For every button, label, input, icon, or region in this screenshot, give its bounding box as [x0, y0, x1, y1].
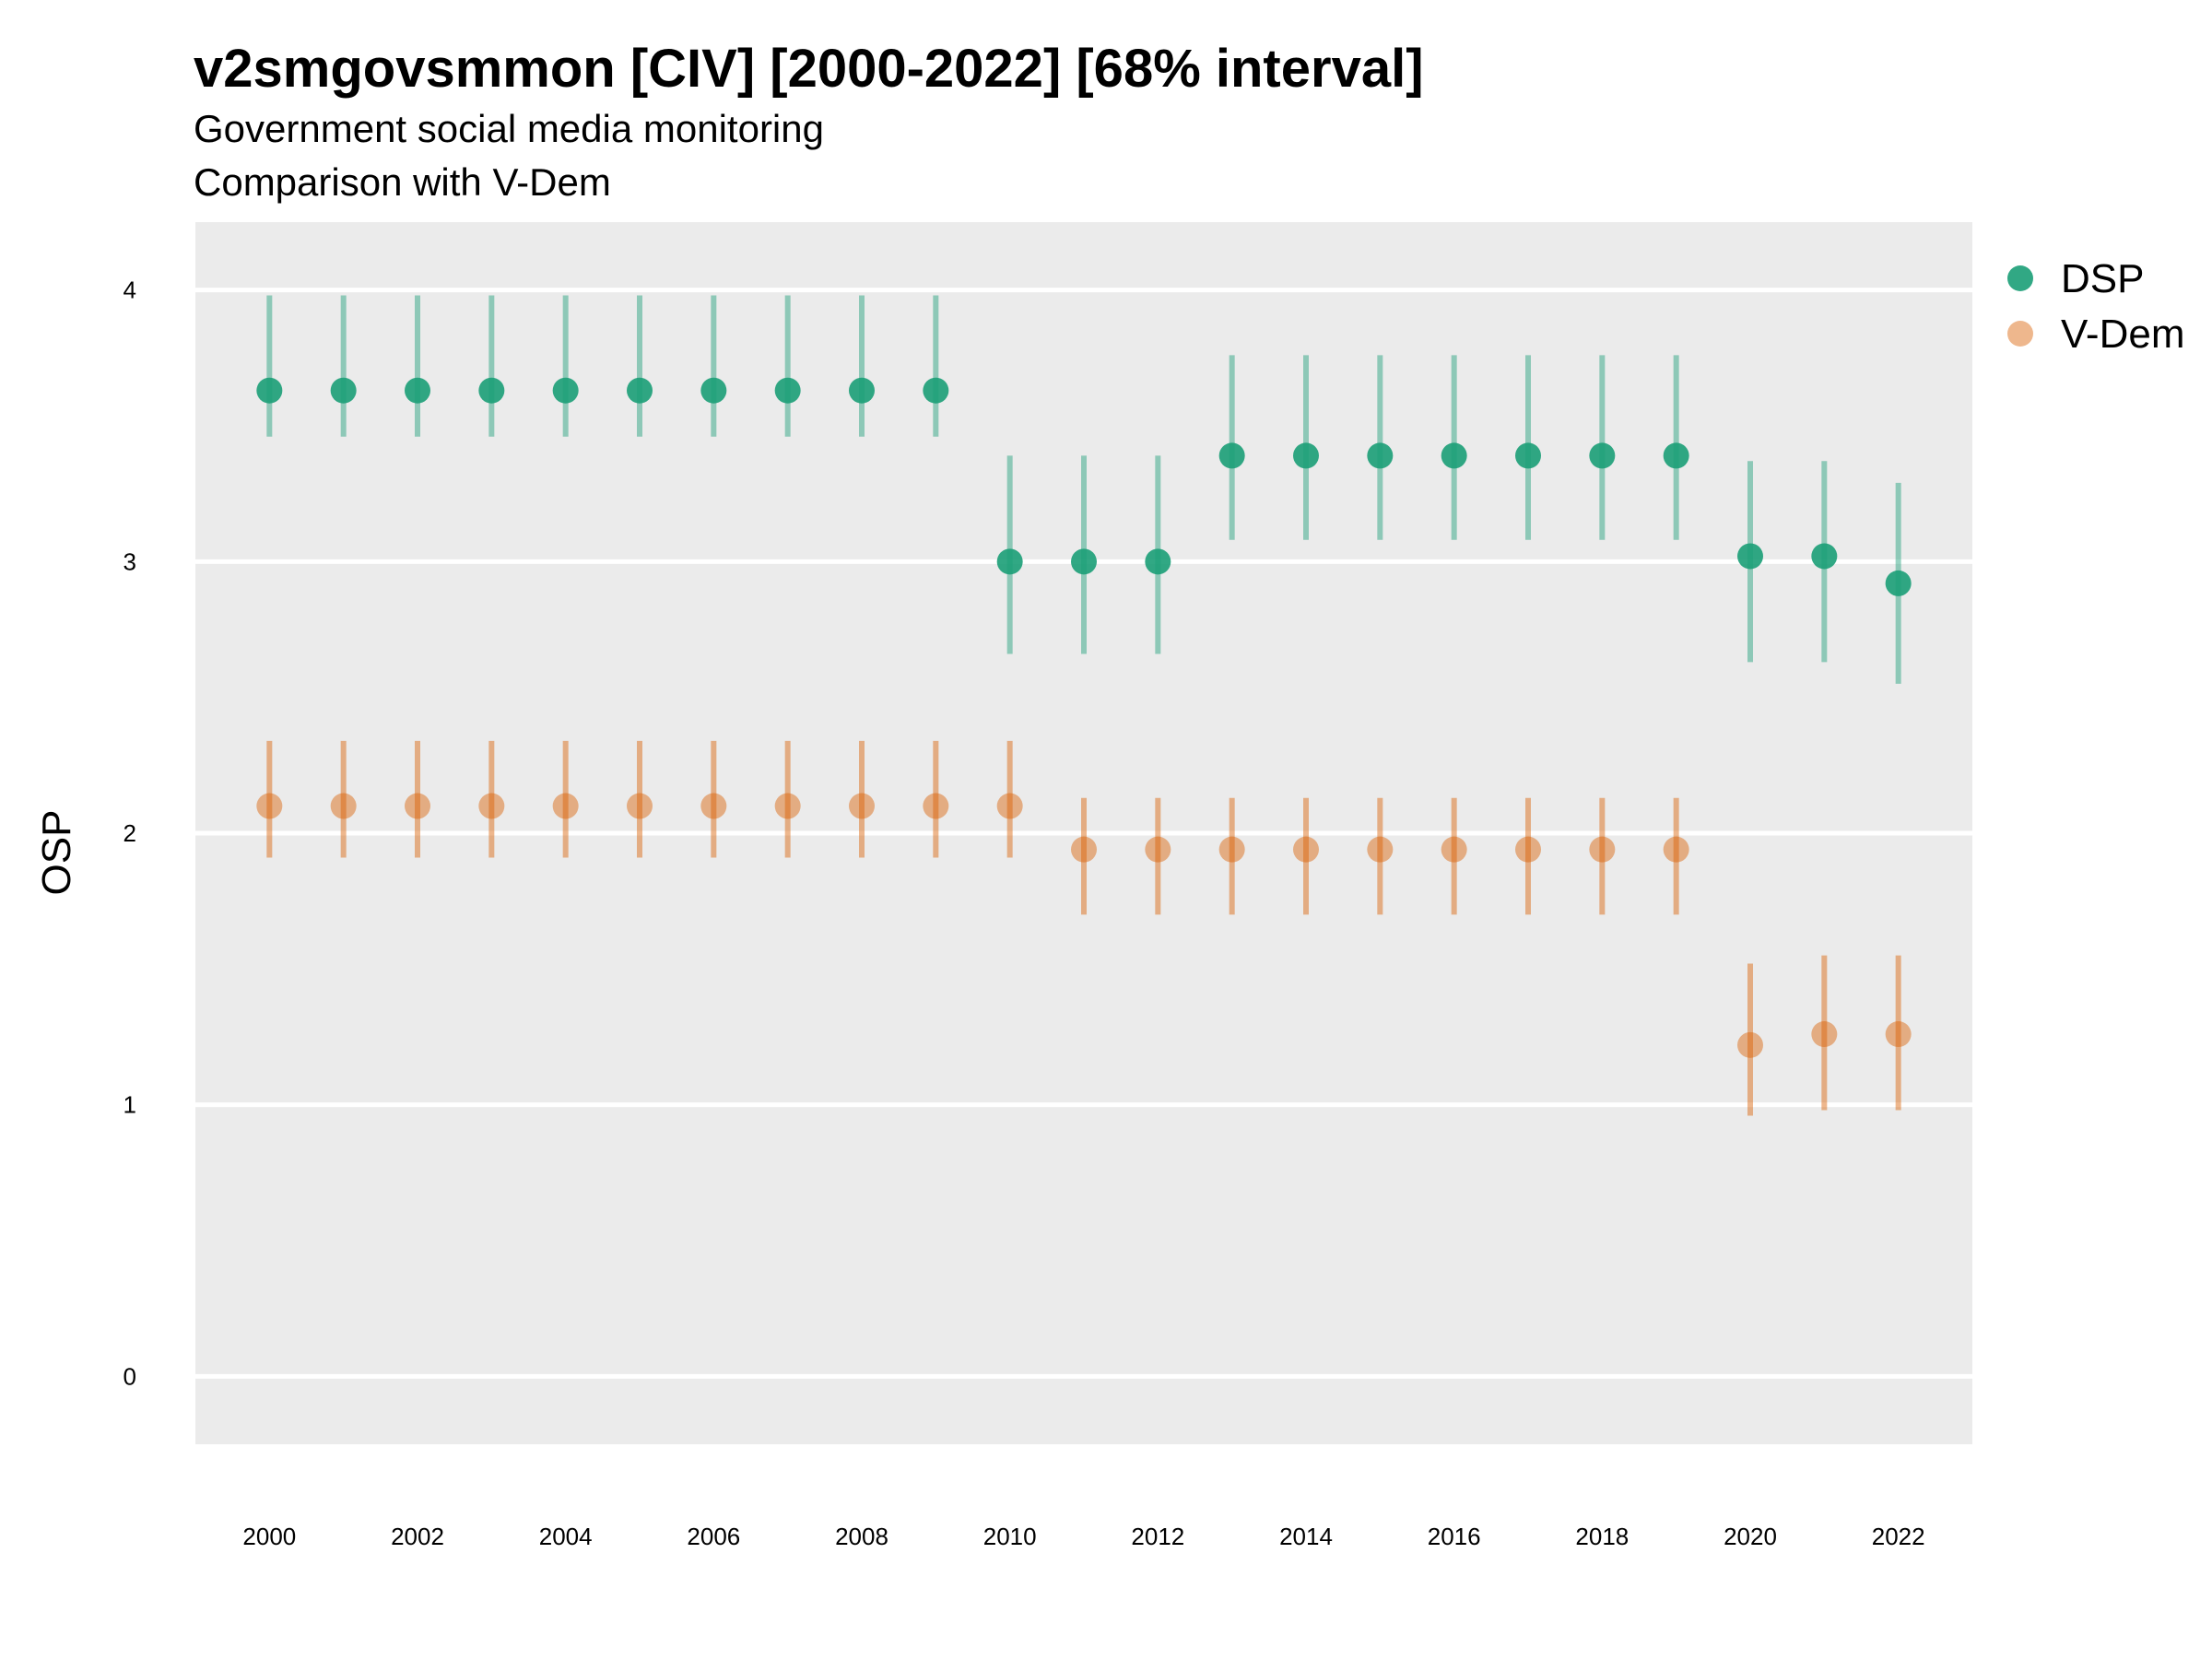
data-point-dsp — [1737, 543, 1763, 570]
chart-title: v2smgovsmmon [CIV] [2000-2022] [68% inte… — [194, 39, 1424, 99]
x-tick-label: 2004 — [539, 1523, 593, 1550]
legend-dsp-icon — [2007, 265, 2033, 291]
legend-label-dsp: DSP — [2061, 256, 2144, 301]
x-tick-label: 2018 — [1575, 1523, 1629, 1550]
data-point-vdem — [1145, 836, 1171, 863]
x-tick-label: 2016 — [1428, 1523, 1481, 1550]
x-tick-label: 2022 — [1872, 1523, 1925, 1550]
data-point-dsp — [1811, 543, 1838, 570]
data-point-dsp — [330, 377, 357, 404]
chart-subtitle: Government social media monitoring — [194, 107, 824, 150]
x-tick-label: 2008 — [835, 1523, 888, 1550]
data-point-dsp — [405, 377, 430, 404]
y-tick-label: 1 — [124, 1091, 136, 1119]
data-point-dsp — [1367, 442, 1394, 469]
y-tick-label: 2 — [124, 819, 136, 847]
data-point-vdem — [1589, 836, 1616, 863]
series-dsp — [256, 295, 1912, 684]
data-point-vdem — [849, 793, 875, 819]
data-point-dsp — [1293, 442, 1319, 469]
data-point-vdem — [1367, 836, 1394, 863]
data-point-dsp — [1589, 442, 1616, 469]
data-point-vdem — [1885, 1021, 1912, 1048]
data-point-vdem — [405, 793, 430, 819]
x-tick-label: 2010 — [983, 1523, 1037, 1550]
data-point-vdem — [552, 793, 579, 819]
legend-label-vdem: V-Dem — [2061, 312, 2184, 357]
y-axis-ticks: 0 1 2 3 4 — [124, 276, 136, 1391]
data-point-dsp — [849, 377, 875, 404]
x-tick-label: 2020 — [1724, 1523, 1777, 1550]
data-point-dsp — [996, 548, 1023, 575]
x-tick-label: 2002 — [391, 1523, 444, 1550]
data-point-dsp — [700, 377, 727, 404]
x-axis-ticks: 2000 2002 2004 2006 2008 2010 2012 2014 2016 2018… — [242, 1523, 1924, 1550]
x-tick-label: 2014 — [1279, 1523, 1333, 1550]
data-point-dsp — [1663, 442, 1689, 469]
data-point-vdem — [996, 793, 1023, 819]
data-point-dsp — [552, 377, 579, 404]
data-point-vdem — [700, 793, 727, 819]
series-vdem — [256, 740, 1912, 1116]
chart-subtitle-comparison: Comparison with V-Dem — [194, 160, 611, 204]
data-point-vdem — [256, 793, 283, 819]
x-tick-label: 2006 — [687, 1523, 740, 1550]
data-point-dsp — [774, 377, 801, 404]
data-point-dsp — [1145, 548, 1171, 575]
legend-vdem-icon — [2007, 321, 2033, 347]
data-point-vdem — [1811, 1021, 1838, 1048]
data-point-dsp — [256, 377, 283, 404]
data-point-dsp — [1218, 442, 1245, 469]
data-point-dsp — [478, 377, 505, 404]
data-point-vdem — [478, 793, 505, 819]
y-tick-label: 4 — [124, 276, 136, 304]
data-point-vdem — [1071, 836, 1097, 863]
y-axis-label: OSP — [34, 810, 79, 896]
data-point-dsp — [1515, 442, 1541, 469]
data-point-dsp — [627, 377, 653, 404]
x-tick-label: 2000 — [242, 1523, 296, 1550]
y-tick-label: 0 — [124, 1362, 136, 1390]
data-point-vdem — [330, 793, 357, 819]
x-tick-label: 2012 — [1131, 1523, 1184, 1550]
data-marks — [256, 295, 1912, 1116]
data-point-vdem — [923, 793, 949, 819]
data-point-vdem — [1737, 1031, 1763, 1058]
data-point-vdem — [774, 793, 801, 819]
data-point-vdem — [1293, 836, 1319, 863]
data-point-dsp — [1071, 548, 1097, 575]
data-point-vdem — [1663, 836, 1689, 863]
data-point-vdem — [627, 793, 653, 819]
data-point-vdem — [1441, 836, 1467, 863]
y-tick-label: 3 — [124, 547, 136, 575]
data-point-dsp — [923, 377, 949, 404]
legend: DSP V-Dem — [2007, 256, 2184, 357]
data-point-dsp — [1441, 442, 1467, 469]
data-point-vdem — [1218, 836, 1245, 863]
data-point-vdem — [1515, 836, 1541, 863]
data-point-dsp — [1885, 570, 1912, 596]
